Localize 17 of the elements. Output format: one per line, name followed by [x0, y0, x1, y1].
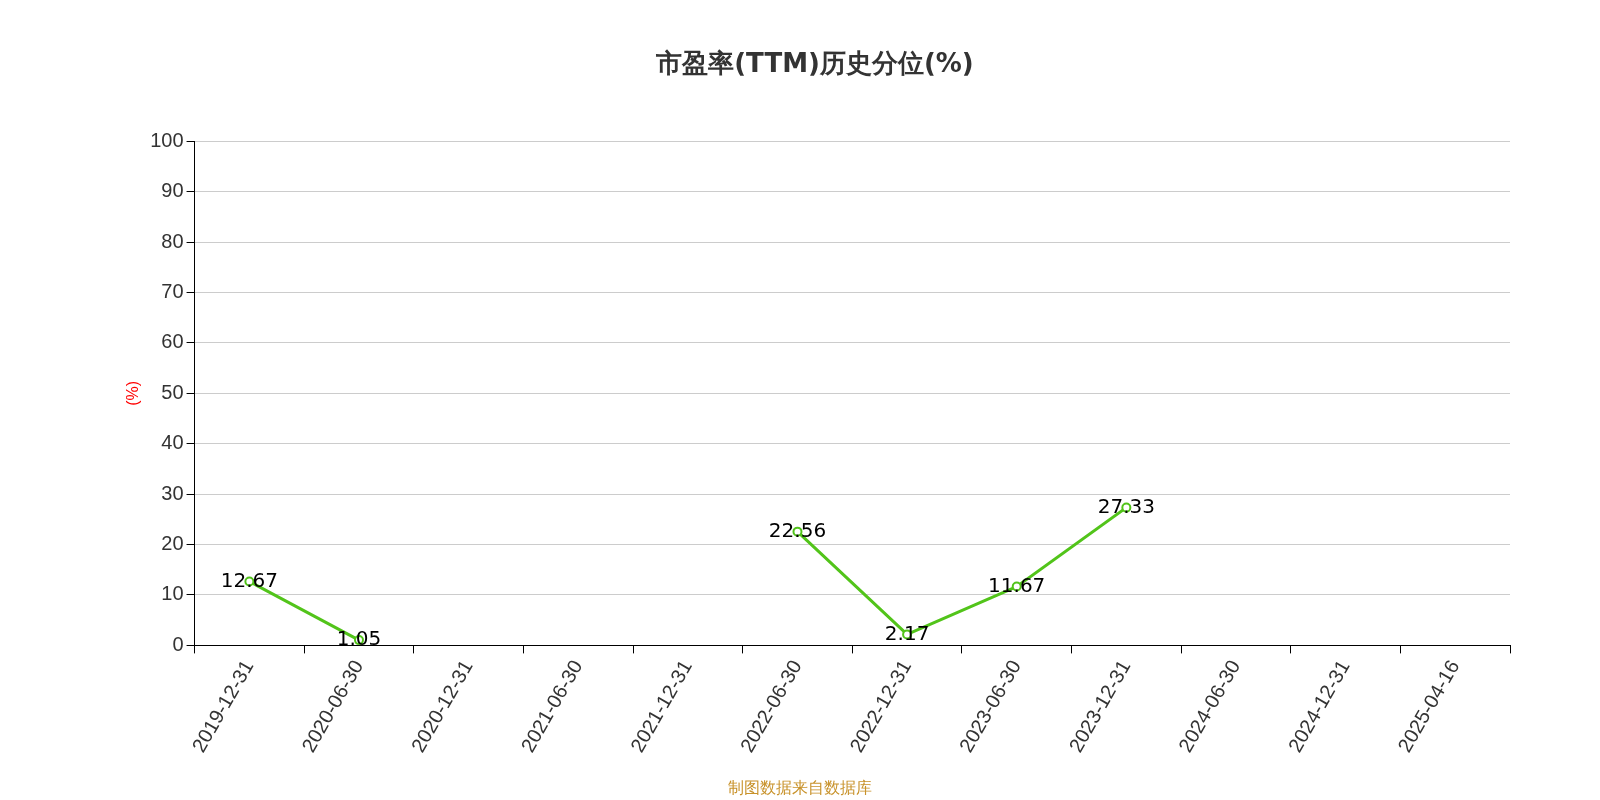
text: 制图数据来自数据库 — [727, 778, 873, 799]
y-tick-label: 90 — [161, 179, 184, 202]
y-tick-label: 70 — [161, 279, 184, 302]
data-label: 22.56 — [768, 517, 827, 542]
y-tick-label: 100 — [150, 128, 184, 151]
data-label: 12.67 — [220, 567, 279, 592]
data-label: 27.33 — [1097, 493, 1155, 518]
y-tick-label: 0 — [172, 632, 184, 655]
y-tick-label: 20 — [161, 532, 184, 555]
y-tick-label: 80 — [161, 229, 184, 252]
y-tick-label: 50 — [161, 380, 184, 403]
y-axis-title: (%) — [124, 380, 142, 406]
y-tick-label: 40 — [161, 431, 184, 454]
y-tick-label: 60 — [161, 330, 184, 353]
chart-title: 市盈率(TTM)历史分位(%) — [655, 48, 974, 79]
y-tick-label: 30 — [161, 481, 184, 504]
y-tick-label: 10 — [161, 582, 184, 605]
